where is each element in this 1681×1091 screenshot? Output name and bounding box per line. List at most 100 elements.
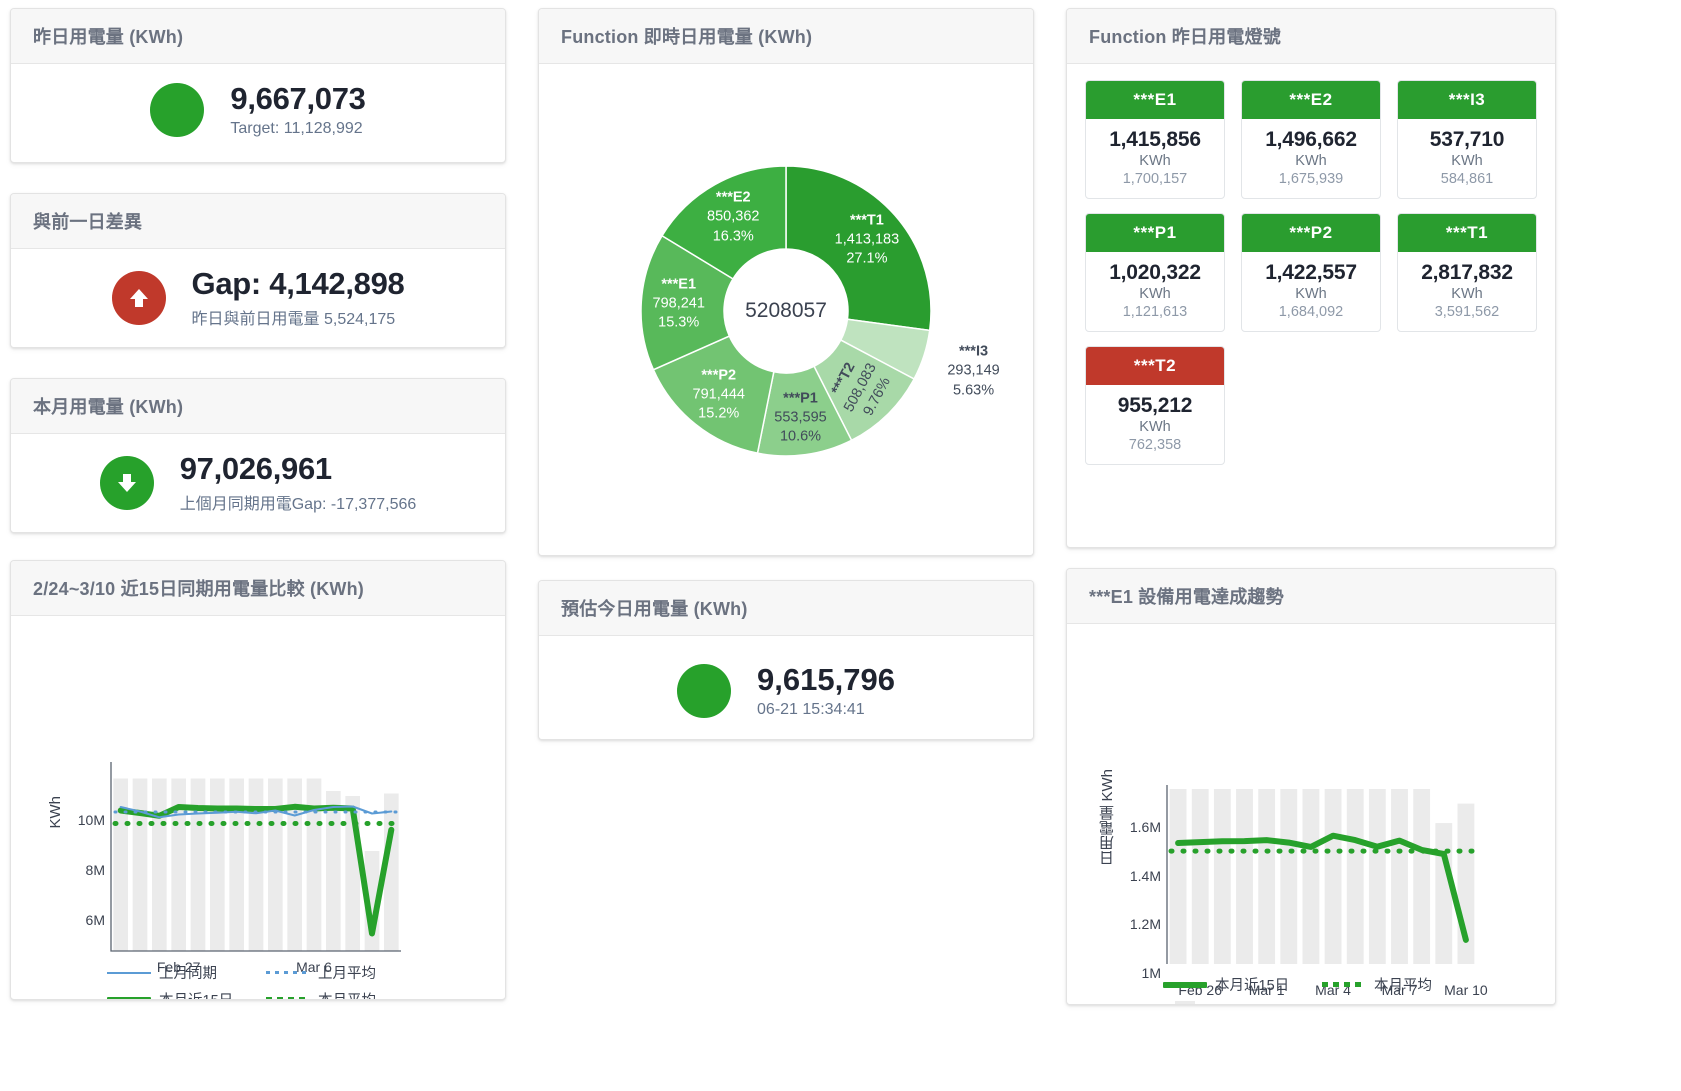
card-day-over-day-gap: 與前一日差異 Gap: 4,142,898 昨日與前日用電量 5,524,175 — [10, 193, 506, 348]
light-card-T1[interactable]: ***T1 2,817,832 KWh 3,591,562 — [1397, 213, 1537, 332]
legend-label: 本月平均 — [318, 989, 376, 999]
legend-row: Target — [1163, 1001, 1432, 1004]
series-line — [1175, 832, 1469, 943]
red-arrow-up-icon — [111, 270, 166, 325]
x-axis-tick: Mar 7 — [1381, 982, 1418, 998]
light-card-P2[interactable]: ***P2 1,422,557 KWh 1,684,092 — [1241, 213, 1381, 332]
kpi-value: 9,667,073 — [230, 81, 366, 116]
card-body: 9,667,073 Target: 11,128,992 — [11, 64, 505, 156]
y-axis-tick: 1.2M — [1129, 916, 1161, 933]
target-bar — [1236, 789, 1253, 964]
light-unit: KWh — [1139, 286, 1171, 302]
target-bar — [1280, 789, 1298, 964]
light-card-I3[interactable]: ***I3 537,710 KWh 584,861 — [1397, 80, 1537, 199]
kpi-value: 97,026,961 — [179, 451, 332, 486]
card-status-lights: Function 昨日用電燈號 ***E1 1,415,856 KWh 1,700,1… — [1066, 8, 1556, 548]
light-status-badge: ***P1 — [1086, 214, 1224, 252]
donut-slice-T1[interactable] — [785, 165, 932, 332]
card-title: 與前一日差異 — [11, 194, 505, 249]
legend-item-this-month-15d[interactable]: 本月近15日 — [1163, 974, 1313, 995]
card-title: 昨日用電量 (KWh) — [11, 9, 505, 64]
light-previous-value: 1,121,613 — [1122, 304, 1188, 320]
light-card-T2[interactable]: ***T2 955,212 KWh 762,358 — [1085, 346, 1225, 465]
light-unit: KWh — [1451, 286, 1483, 302]
card-body: 97,026,961 上個月同期用電Gap: -17,377,566 — [11, 434, 505, 532]
kpi-text-block: 97,026,961 上個月同期用電Gap: -17,377,566 — [179, 451, 417, 514]
light-status-badge: ***E1 — [1086, 81, 1224, 119]
light-previous-value: 762,358 — [1128, 437, 1182, 453]
target-bar — [1169, 789, 1187, 964]
legend-item-this-month-15d[interactable]: 本月近15日 — [107, 989, 257, 999]
legend-row: 上月同期 上月平均 — [107, 962, 376, 983]
target-bar — [267, 778, 283, 951]
kpi-text-block: 9,615,796 06-21 15:34:41 — [757, 663, 895, 718]
trend-chart-svg — [1166, 785, 1478, 964]
target-bar — [1213, 789, 1231, 964]
card-title: 本月用電量 (KWh) — [11, 379, 505, 434]
card-e1-trend: ***E1 設備用電達成趨勢 日用電量 KWh 1M 1.2M 1.4M 1.6M Fe… — [1066, 568, 1556, 1005]
target-bar — [113, 778, 129, 951]
y-axis-tick: 10M — [77, 812, 105, 828]
kpi-subtext: Target: 11,128,992 — [230, 119, 363, 137]
kpi-subtext: 昨日與前日用電量 5,524,175 — [191, 310, 396, 328]
legend-item-this-month-average[interactable]: 本月平均 — [266, 989, 376, 999]
target-bar — [1413, 789, 1431, 964]
target-bar — [1391, 789, 1408, 964]
legend-swatch-this-month-15d — [107, 996, 151, 999]
legend-swatch-this-month-average — [266, 997, 310, 999]
lights-grid: ***E1 1,415,856 KWh 1,700,157 ***E2 1,496,662… — [1067, 64, 1555, 485]
kpi-value: 9,615,796 — [757, 662, 895, 698]
card-realtime-donut: Function 即時日用電量 (KWh) 5208057 ***T1 1,413… — [538, 8, 1034, 556]
legend-swatch-last-month-same-period — [107, 971, 151, 974]
card-title: Function 即時日用電量 (KWh) — [539, 9, 1033, 64]
light-value: 1,020,322 — [1109, 261, 1201, 284]
green-circle-icon — [677, 664, 732, 718]
target-bar — [383, 793, 399, 951]
target-bar — [1302, 789, 1320, 964]
target-bar — [209, 778, 225, 951]
green-circle-icon — [150, 82, 205, 137]
legend-item-last-month-same-period[interactable]: 上月同期 — [107, 962, 257, 983]
light-status-badge: ***T2 — [1086, 347, 1224, 385]
legend-label: 本月平均 — [1374, 978, 1432, 994]
light-unit: KWh — [1295, 153, 1327, 169]
card-title: ***E1 設備用電達成趨勢 — [1067, 569, 1555, 624]
card-today-forecast: 預估今日用電量 (KWh) 9,615,796 06-21 15:34:41 — [538, 580, 1034, 740]
donut-center-total: 5208057 — [745, 299, 827, 322]
light-value: 1,415,856 — [1109, 128, 1201, 151]
card-title: 2/24~3/10 近15日同期用電量比較 (KWh) — [11, 561, 505, 616]
light-previous-value: 1,700,157 — [1122, 171, 1188, 187]
legend-item-this-month-average[interactable]: 本月平均 — [1322, 974, 1432, 995]
light-card-E1[interactable]: ***E1 1,415,856 KWh 1,700,157 — [1085, 80, 1225, 199]
light-status-badge: ***E2 — [1242, 81, 1380, 119]
x-axis-tick: Mar 1 — [1248, 982, 1285, 998]
light-value: 2,817,832 — [1421, 261, 1513, 284]
light-card-E2[interactable]: ***E2 1,496,662 KWh 1,675,939 — [1241, 80, 1381, 199]
x-axis-tick: Feb 27 — [156, 959, 201, 975]
target-bar — [229, 778, 245, 951]
light-unit: KWh — [1295, 286, 1327, 302]
target-bar — [287, 778, 303, 951]
target-bar — [1346, 789, 1364, 964]
light-status-badge: ***P2 — [1242, 214, 1380, 252]
target-bar — [190, 778, 206, 951]
kpi-timestamp: 06-21 15:34:41 — [757, 700, 865, 718]
card-body: 5208057 ***T1 1,413,183 27.1% ***I3 293,149 5… — [539, 64, 1033, 555]
light-unit: KWh — [1139, 153, 1171, 169]
card-month-consumption: 本月用電量 (KWh) 97,026,961 上個月同期用電Gap: -17,3… — [10, 378, 506, 533]
light-value: 1,422,557 — [1265, 261, 1357, 284]
target-bar — [1258, 789, 1276, 964]
card-yesterday-consumption: 昨日用電量 (KWh) 9,667,073 Target: 11,128,992 — [10, 8, 506, 163]
y-axis-tick: 8M — [85, 862, 105, 878]
legend-item-target[interactable]: Target — [1175, 1001, 1325, 1004]
donut-slice-E2[interactable] — [661, 165, 787, 280]
light-card-P1[interactable]: ***P1 1,020,322 KWh 1,121,613 — [1085, 213, 1225, 332]
light-previous-value: 3,591,562 — [1434, 304, 1500, 320]
kpi-subtext: 上個月同期用電Gap: -17,377,566 — [179, 495, 417, 513]
donut-chart: 5208057 ***T1 1,413,183 27.1% ***I3 293,149 5… — [546, 101, 1026, 521]
legend-item-last-month-average[interactable]: 上月平均 — [266, 962, 376, 983]
target-bar — [1368, 789, 1386, 964]
legend-label: 本月近15日 — [159, 989, 233, 999]
